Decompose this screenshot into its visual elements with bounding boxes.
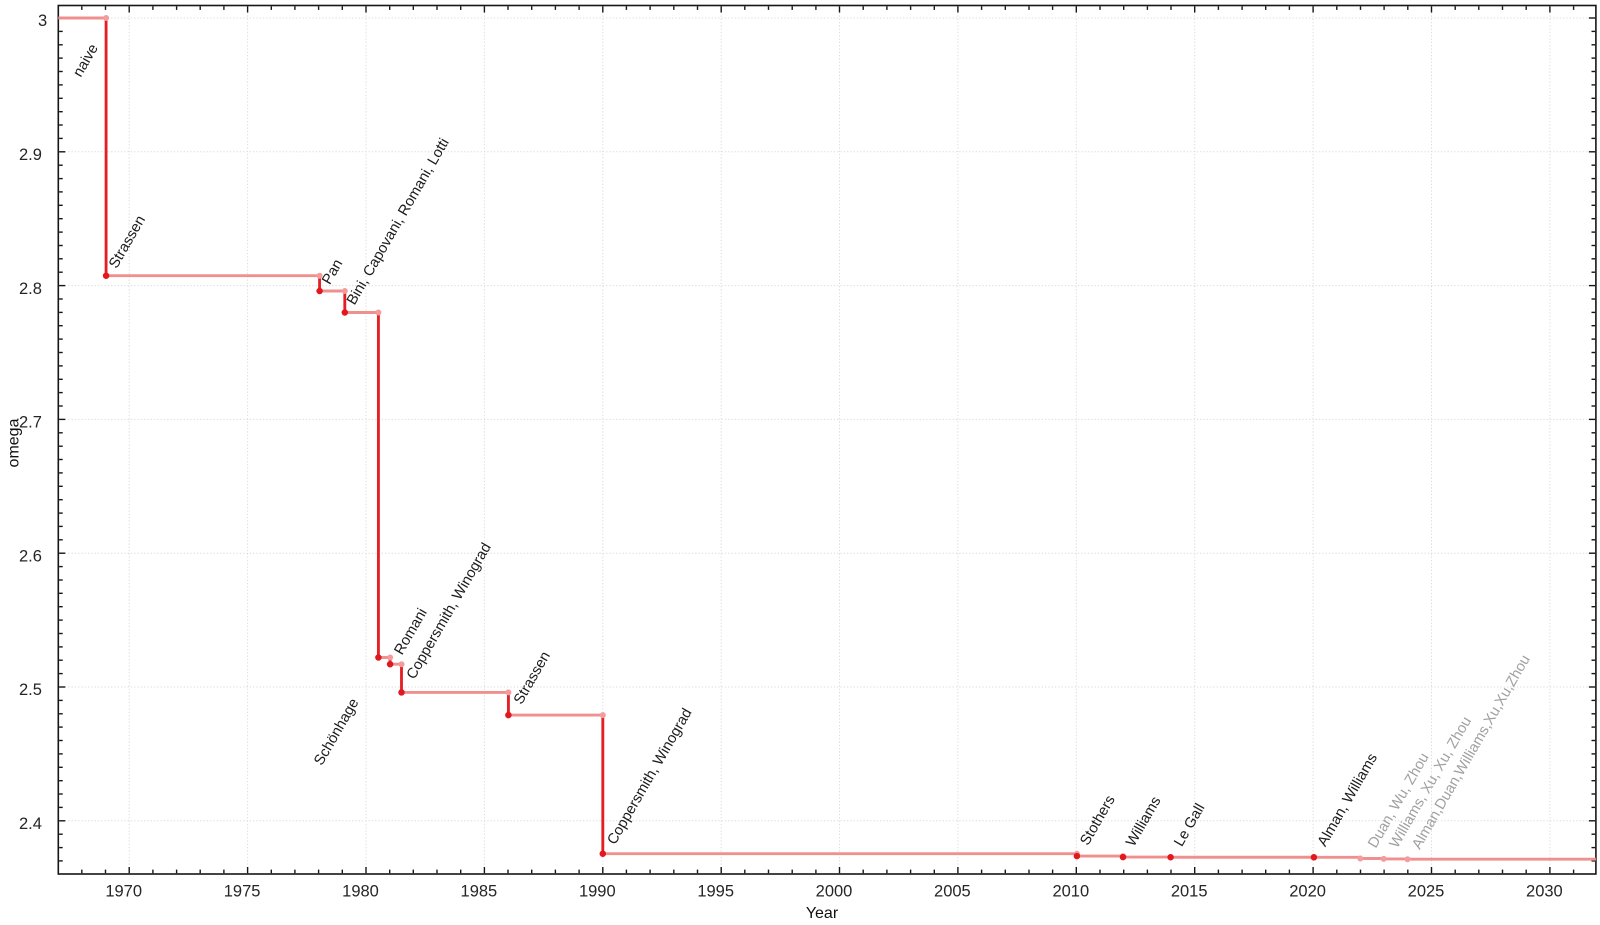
svg-text:2.6: 2.6 [19,547,42,565]
svg-text:2.9: 2.9 [19,146,42,164]
svg-text:2.5: 2.5 [19,681,42,699]
svg-text:2005: 2005 [934,883,971,901]
svg-text:1990: 1990 [579,883,616,901]
svg-text:1975: 1975 [224,883,261,901]
svg-text:2030: 2030 [1526,883,1563,901]
svg-text:omega: omega [6,418,23,467]
svg-text:1995: 1995 [697,883,734,901]
svg-text:2025: 2025 [1408,883,1445,901]
svg-text:Year: Year [806,905,839,920]
svg-text:2015: 2015 [1171,883,1208,901]
svg-text:2000: 2000 [816,883,853,901]
svg-text:2.4: 2.4 [19,815,42,833]
svg-text:2.8: 2.8 [19,280,42,298]
svg-text:1985: 1985 [461,883,498,901]
svg-text:1980: 1980 [342,883,379,901]
svg-text:2010: 2010 [1052,883,1089,901]
svg-text:2.7: 2.7 [19,414,42,432]
svg-text:3: 3 [38,12,47,30]
svg-text:1970: 1970 [105,883,142,901]
svg-text:2020: 2020 [1289,883,1326,901]
